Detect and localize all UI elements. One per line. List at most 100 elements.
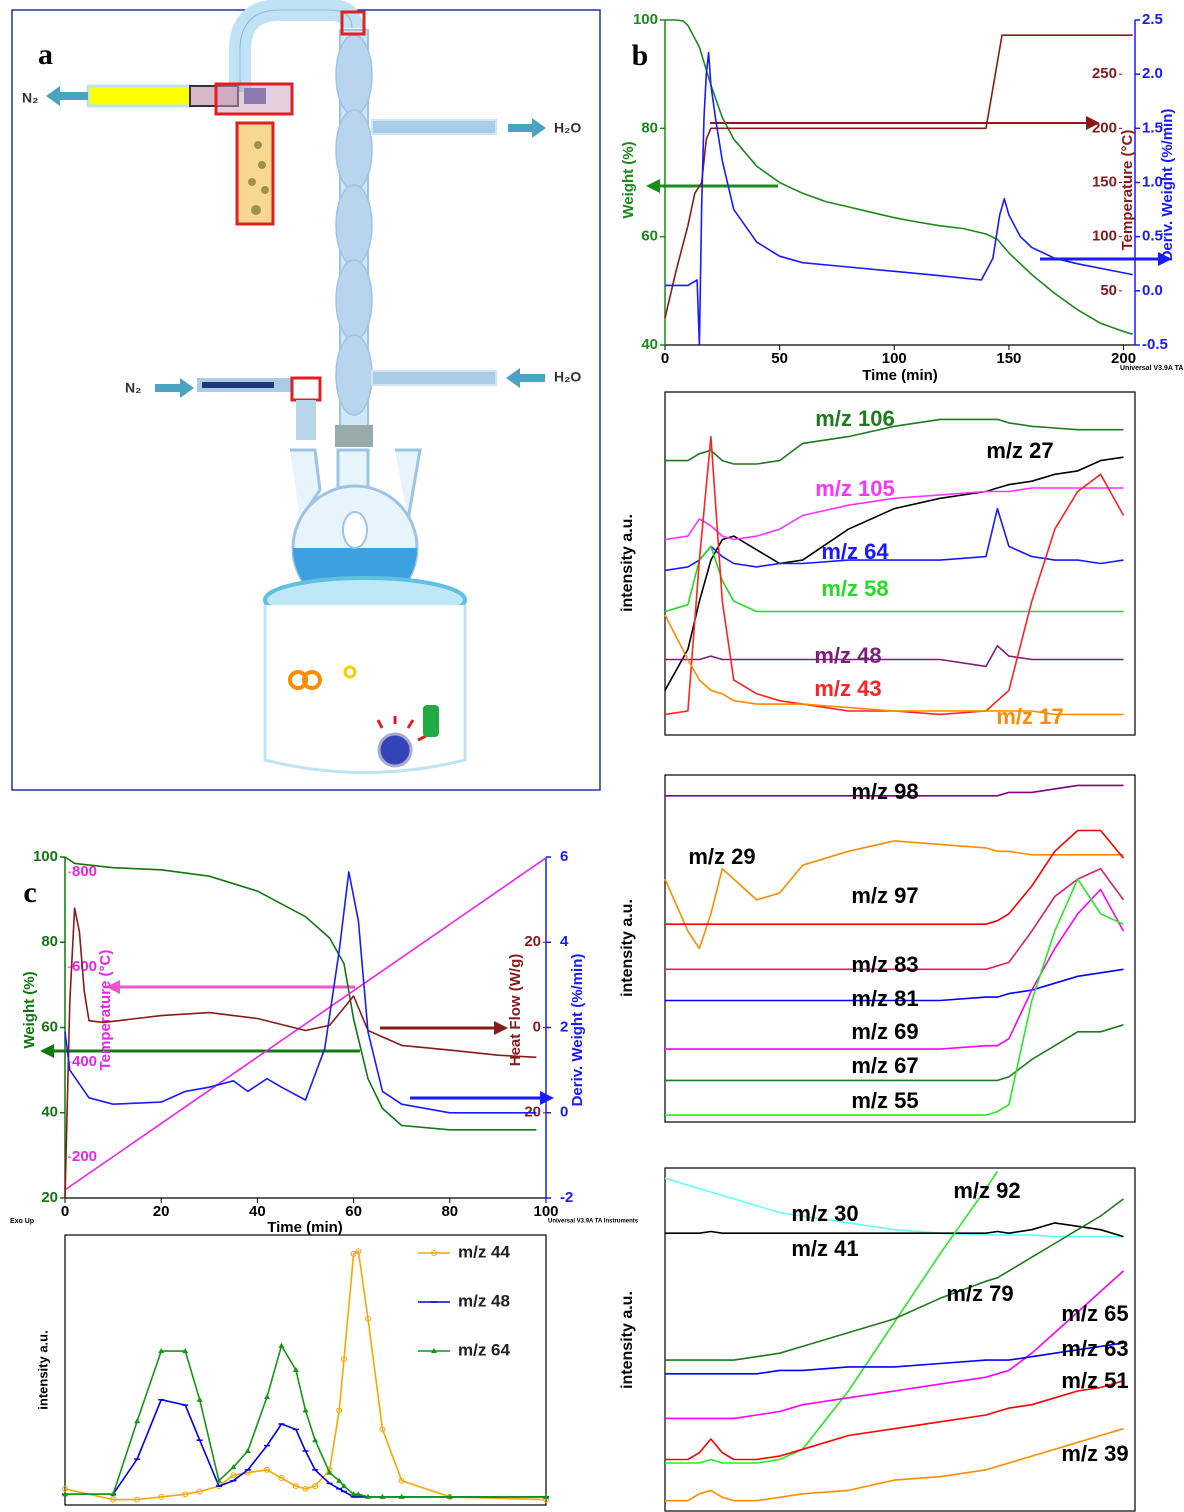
x-tick-label: 80: [441, 1203, 458, 1220]
y-tick-label: 6: [560, 848, 568, 865]
series-label: m/z 81: [851, 986, 918, 1011]
series-line: [665, 646, 1124, 667]
series-label: m/z 55: [851, 1088, 918, 1113]
series-label: m/z 58: [821, 576, 888, 601]
point-marker: [134, 1418, 140, 1423]
joint-clamp: [335, 425, 373, 447]
series-line: [665, 20, 1133, 334]
x-label: Time (min): [862, 367, 938, 384]
series-line: [65, 1400, 546, 1497]
water-label: H₂O: [554, 120, 581, 136]
gas-needle: [202, 382, 274, 388]
y3-label: Temperature (°C): [1119, 130, 1136, 251]
x-label: Time (min): [267, 1219, 343, 1236]
series-label: m/z 30: [791, 1201, 858, 1226]
y2-label: Deriv. Weight (%/min): [1159, 109, 1176, 262]
y-tick-label: 100: [33, 848, 58, 865]
series-label: m/z 41: [791, 1236, 858, 1261]
y-tick-label: 0.0: [1142, 282, 1163, 299]
x-tick-label: 100: [533, 1203, 558, 1220]
y-tick-label: 600: [72, 958, 97, 975]
y-tick-label: 80: [641, 119, 658, 136]
point-marker: [303, 1408, 309, 1413]
series-label: m/z 79: [946, 1281, 1013, 1306]
series-label: m/z 27: [986, 438, 1053, 463]
stopper: [244, 88, 266, 104]
series-label: m/z 48: [814, 643, 881, 668]
y-label: Weight (%): [620, 141, 637, 218]
knob: [379, 734, 411, 766]
y-label: intensity a.u.: [619, 514, 636, 612]
y-tick-label: 0: [533, 1018, 541, 1035]
point-marker: [278, 1343, 284, 1348]
y3-label: Heat Flow (W/g): [507, 954, 524, 1067]
pointer-head: [646, 179, 660, 193]
x-tick-label: 20: [153, 1203, 170, 1220]
y-tick-label: 20: [41, 1189, 58, 1206]
pointer-head: [40, 1044, 54, 1058]
series-line: [665, 1429, 1124, 1501]
series-label: m/z 106: [815, 406, 895, 431]
bulb: [336, 260, 372, 340]
bead: [248, 178, 256, 186]
bulb: [336, 335, 372, 415]
y-tick-label: 100: [1092, 228, 1117, 245]
x-tick-label: 0: [61, 1203, 69, 1220]
series-line: [665, 35, 1133, 318]
series-label: m/z 69: [851, 1019, 918, 1044]
bead: [258, 161, 266, 169]
y-tick-label: 200: [72, 1148, 97, 1165]
plot-frame: [65, 1235, 546, 1505]
y-tick-label: 80: [41, 933, 58, 950]
apparatus-diagram: a N₂ H₂O N₂ H₂O: [12, 10, 600, 790]
x-tick-label: 40: [249, 1203, 266, 1220]
panel-label: a: [38, 38, 53, 71]
corner-label: Exo Up: [10, 1218, 34, 1225]
point-marker: [312, 1437, 318, 1442]
series-line: [665, 53, 1133, 346]
series-label: m/z 43: [814, 676, 881, 701]
y-tick-label: 40: [41, 1104, 58, 1121]
y-tick-label: -0.5: [1142, 336, 1168, 353]
series-line: [665, 546, 1124, 611]
x-tick-label: 50: [771, 350, 788, 367]
series-label: m/z 39: [1061, 1441, 1128, 1466]
bulb: [336, 185, 372, 265]
y-tick-label: 2: [560, 1018, 568, 1035]
panel-label: c: [23, 876, 36, 909]
legend-label: m/z 48: [458, 1291, 510, 1310]
series-line: [65, 858, 546, 1190]
series-label: m/z 29: [688, 844, 755, 869]
y-tick-label: 2.5: [1142, 11, 1163, 28]
bead: [254, 141, 262, 149]
y-label: Weight (%): [21, 971, 38, 1048]
y-tick-label: 250: [1092, 65, 1117, 82]
switch: [423, 705, 439, 737]
bulb: [336, 110, 372, 190]
y-tick-label: 50: [1100, 282, 1117, 299]
gas-label: N₂: [22, 90, 38, 106]
bulb: [336, 35, 372, 115]
y4-label: Temperature (°C): [97, 950, 114, 1071]
y-label: intensity a.u.: [619, 1291, 636, 1389]
y2-label: Deriv. Weight (%/min): [569, 954, 586, 1107]
y-tick-label: 200: [1092, 119, 1117, 136]
series-label: m/z 98: [851, 779, 918, 804]
y-tick-label: 400: [72, 1053, 97, 1070]
x-tick-label: 100: [882, 350, 907, 367]
y-tick-label: 4: [560, 933, 569, 950]
water-inlet: [372, 371, 496, 385]
series-label: m/z 105: [815, 476, 895, 501]
y-label: intensity a.u.: [35, 1330, 50, 1409]
series-label: m/z 97: [851, 883, 918, 908]
series-label: m/z 67: [851, 1053, 918, 1078]
y-tick-label: 150: [1092, 173, 1117, 190]
y-tick-label: -2: [560, 1189, 573, 1206]
x-tick-label: 60: [345, 1203, 362, 1220]
point-marker: [245, 1448, 251, 1453]
drying-tube: [88, 86, 193, 106]
y-tick-label: 2.0: [1142, 65, 1163, 82]
series-label: m/z 64: [821, 539, 889, 564]
series-line: [665, 1381, 1124, 1460]
series-line: [665, 1178, 1124, 1236]
